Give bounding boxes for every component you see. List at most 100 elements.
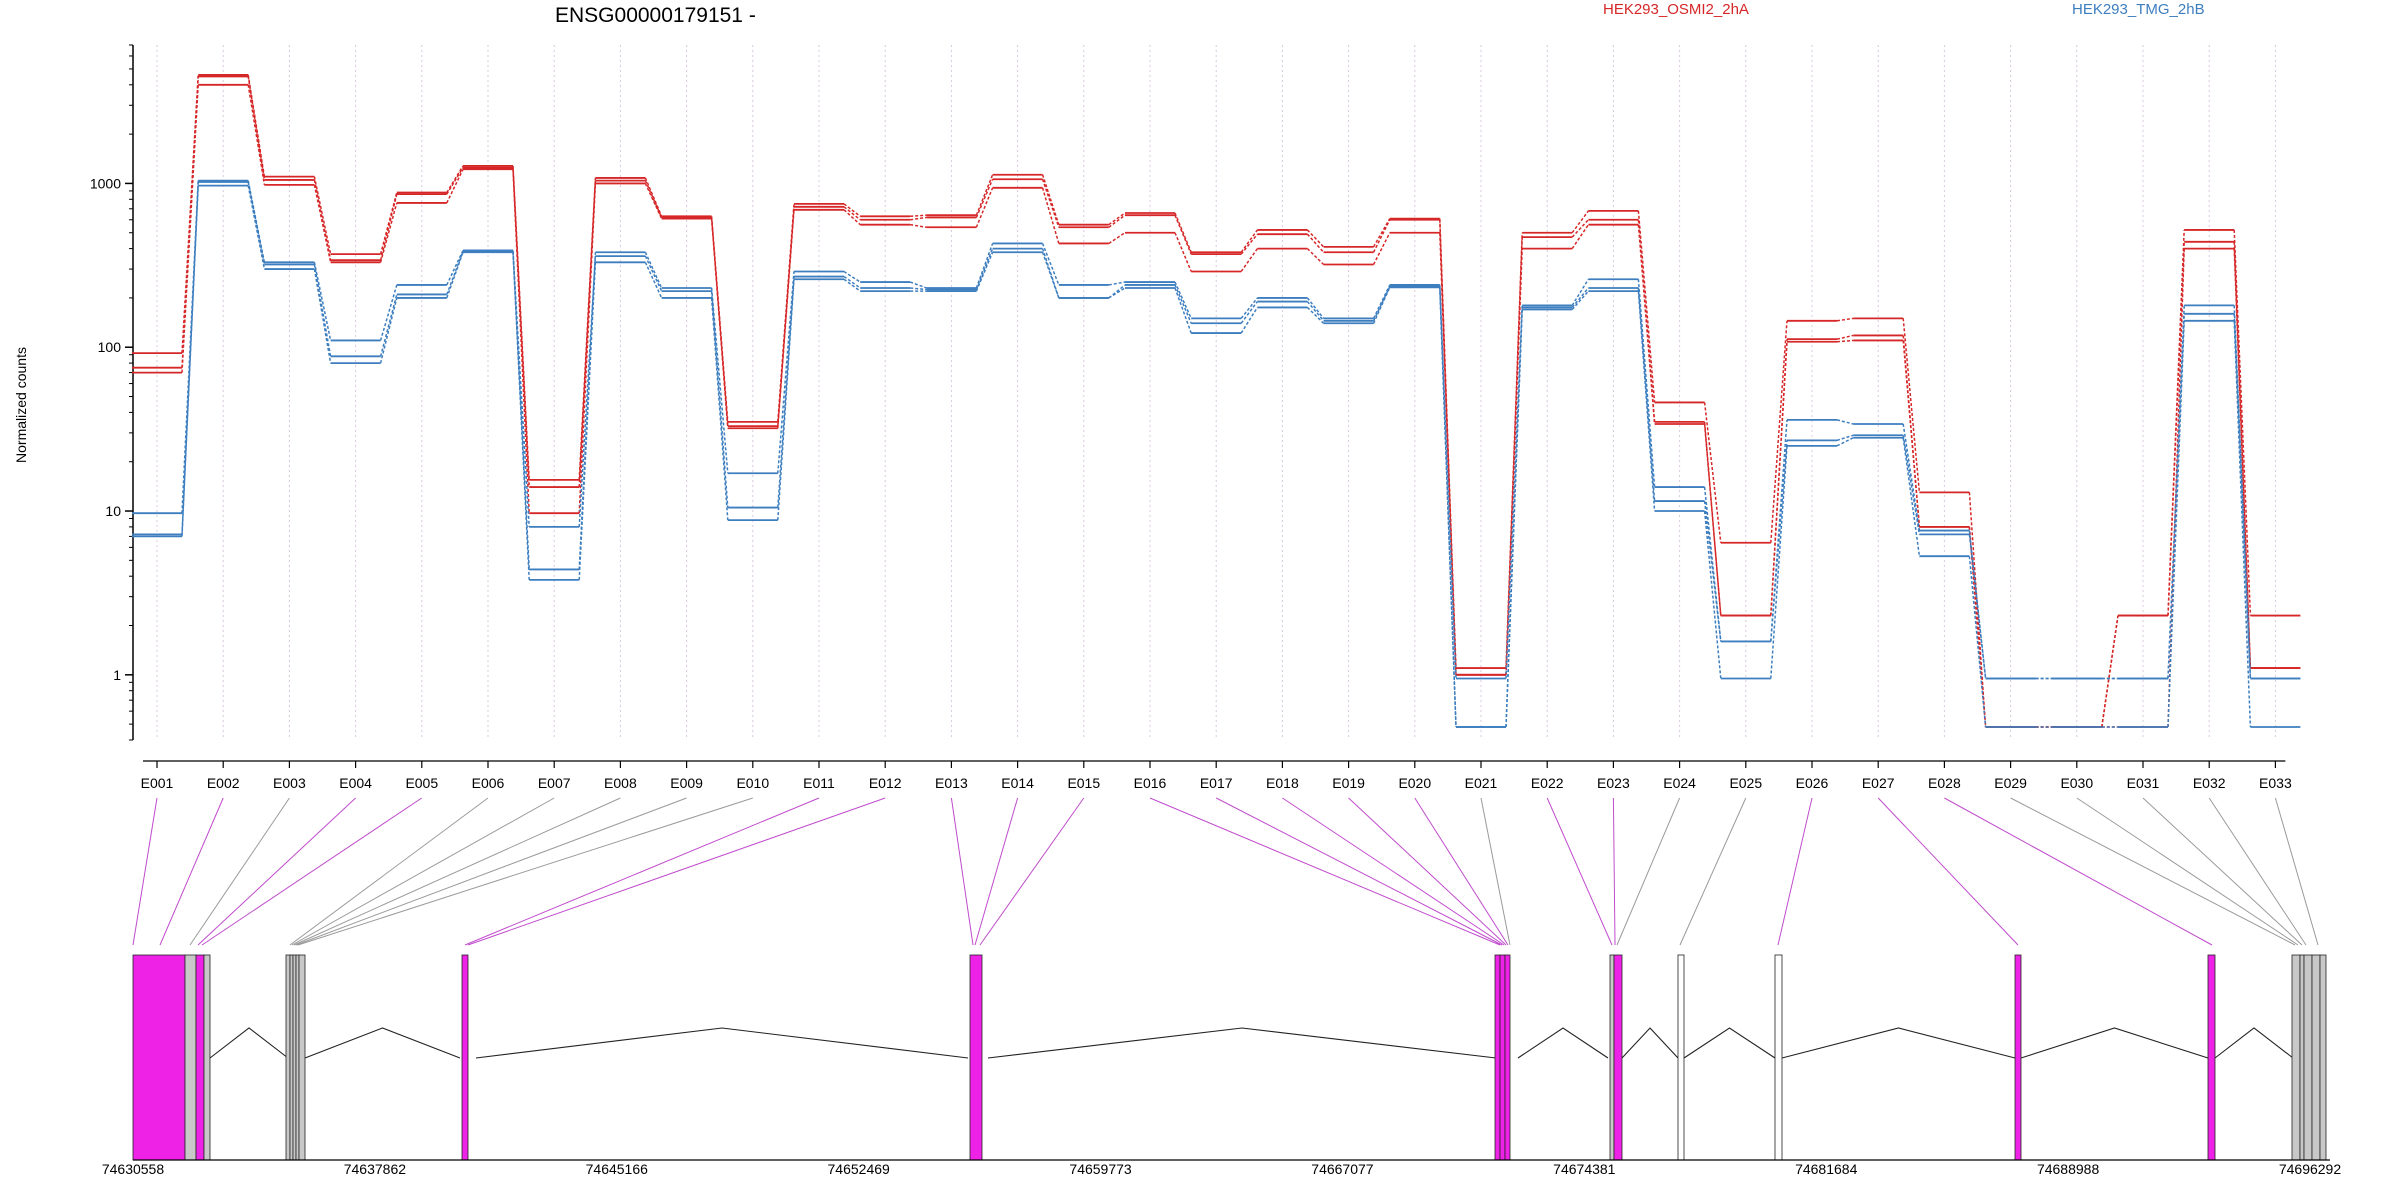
- data-transition: [1174, 212, 1192, 253]
- exon-label: E020: [1398, 775, 1431, 791]
- intron-line: [1781, 1027, 2016, 1059]
- data-transition: [1041, 252, 1060, 299]
- data-transition: [247, 181, 266, 265]
- intron-line: [475, 1027, 969, 1059]
- data-transition: [313, 264, 332, 357]
- data-transition: [1637, 291, 1656, 512]
- data-transition: [247, 76, 266, 181]
- coordinate-tick-label: 74667077: [1311, 1161, 1374, 1177]
- data-transition: [2167, 320, 2185, 728]
- connector-line: [467, 797, 886, 946]
- data-transition: [843, 203, 861, 217]
- data-transition: [1571, 278, 1590, 306]
- connector-line: [189, 797, 290, 946]
- data-transition: [446, 165, 464, 193]
- series-2: [132, 83, 2301, 728]
- connector-line: [1282, 797, 1505, 946]
- exon-label: E025: [1729, 775, 1762, 791]
- connector-line: [979, 797, 1085, 946]
- exon-label: E007: [538, 775, 571, 791]
- exon-label: E017: [1200, 775, 1233, 791]
- intron-line: [209, 1027, 289, 1059]
- exon-label: E024: [1663, 775, 1696, 791]
- connector-line: [1149, 797, 1501, 946]
- exon-label: E005: [405, 775, 438, 791]
- exon-box: [2319, 954, 2327, 1161]
- exon-label: E010: [736, 775, 769, 791]
- connector-line: [1612, 797, 1616, 946]
- data-transition: [1770, 445, 1788, 679]
- exon-label: E015: [1067, 775, 1100, 791]
- data-transition: [578, 252, 597, 570]
- exon-box: [298, 954, 306, 1161]
- data-transition: [1836, 334, 1854, 340]
- data-transition: [975, 187, 994, 228]
- data-transition: [1703, 500, 1722, 642]
- exon-label: E032: [2193, 775, 2226, 791]
- data-transition: [1770, 419, 1788, 642]
- data-transition: [2233, 320, 2252, 728]
- exon-label: E002: [207, 775, 240, 791]
- exon-box: [285, 954, 291, 1161]
- connector-line: [1215, 797, 1503, 946]
- coordinate-tick-label: 74645166: [586, 1161, 649, 1177]
- coordinate-tick-label: 74696292: [2279, 1161, 2342, 1177]
- exon-label: E021: [1465, 775, 1498, 791]
- exon-label: E018: [1266, 775, 1299, 791]
- connector-line: [1944, 797, 2213, 946]
- data-transition: [975, 174, 994, 216]
- data-transition: [446, 167, 464, 195]
- connector-line: [197, 797, 356, 946]
- legend-entry-tmg: HEK293_TMG_2hB: [2072, 1, 2205, 18]
- connector-line: [132, 797, 158, 946]
- data-transition: [1372, 219, 1391, 253]
- data-transition: [1240, 229, 1259, 253]
- data-transition: [2233, 313, 2252, 679]
- data-transition: [446, 251, 464, 295]
- data-transition: [1174, 214, 1192, 255]
- data-transition: [1306, 297, 1325, 319]
- data-transition: [910, 216, 927, 221]
- data-transition: [1836, 339, 1854, 343]
- data-transition: [1306, 229, 1325, 248]
- data-transition: [2101, 615, 2119, 728]
- connector-line: [1616, 797, 1681, 946]
- data-transition: [1571, 219, 1589, 238]
- data-transition: [1174, 281, 1192, 319]
- data-transition: [1041, 187, 1060, 244]
- data-transition: [1902, 340, 1921, 527]
- exon-box: [1499, 954, 1506, 1161]
- connector-line: [2076, 797, 2299, 946]
- data-transition: [710, 218, 729, 429]
- exon-label: E022: [1531, 775, 1564, 791]
- data-transition: [1108, 232, 1126, 245]
- data-transition: [1174, 284, 1192, 324]
- exon-label: E003: [273, 775, 306, 791]
- data-transition: [843, 275, 861, 289]
- exon-box: [289, 954, 294, 1161]
- data-transition: [1505, 248, 1523, 675]
- data-transition: [843, 209, 861, 226]
- exon-box: [1494, 954, 1501, 1161]
- data-transition: [313, 184, 332, 263]
- exon-box: [184, 954, 197, 1161]
- connector-line: [2010, 797, 2296, 946]
- exon-label: E026: [1796, 775, 1829, 791]
- data-transition: [975, 248, 994, 290]
- data-transition: [975, 251, 994, 292]
- data-transition: [2233, 229, 2252, 616]
- connector-line: [1777, 797, 1813, 946]
- exon-box: [1677, 954, 1685, 1161]
- data-transition: [1240, 297, 1258, 319]
- data-transition: [1836, 317, 1854, 322]
- connector-line: [2274, 797, 2319, 946]
- connector-line: [950, 797, 974, 946]
- data-transition: [1240, 248, 1259, 272]
- data-transition: [379, 193, 398, 261]
- data-transition: [1703, 487, 1722, 642]
- data-transition: [379, 294, 398, 357]
- data-transition: [1902, 435, 1921, 535]
- exon-label: E031: [2127, 775, 2160, 791]
- exon-label: E012: [869, 775, 902, 791]
- data-transition: [644, 255, 663, 292]
